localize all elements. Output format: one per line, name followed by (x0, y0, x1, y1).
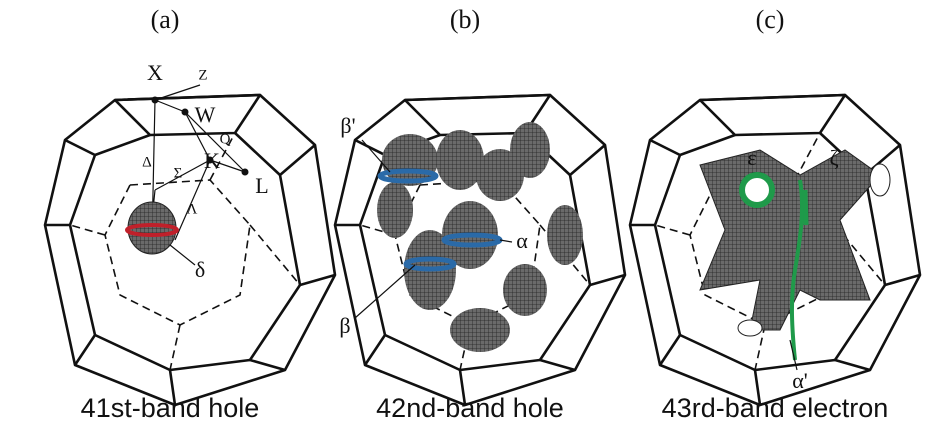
symbol-label: L (255, 173, 268, 198)
symbol-label: Z (198, 67, 207, 83)
symbol-label: ε (747, 145, 756, 170)
symbol-label: Δ (142, 154, 152, 170)
panel-c-surface (700, 150, 890, 370)
panel-caption: 41st-band hole (81, 393, 260, 423)
symbol-label: X (147, 60, 163, 85)
symbol-label: δ (195, 257, 205, 282)
panel-b-pockets (355, 122, 583, 352)
symbol-label: β' (340, 113, 355, 138)
panel-label: (c) (756, 5, 785, 34)
brillouin-zone (45, 95, 335, 405)
panel-a-paths (127, 85, 249, 265)
symbol-label: Q (220, 131, 231, 147)
symbol-label: Σ (174, 165, 183, 181)
panel-label: (a) (151, 5, 180, 34)
symbol-label: W (195, 102, 216, 127)
symbol-label: Λ (187, 201, 198, 217)
symbol-label: K (204, 148, 220, 173)
panel-caption: 42nd-band hole (376, 393, 564, 423)
panel-caption: 43rd-band electron (662, 393, 889, 423)
symbol-label: α' (792, 368, 808, 393)
figure: (a) 41st-band hole X Z WQK L Δ Σ Λδ (b) 42nd-band … (0, 0, 930, 432)
symbol-label: α (516, 228, 528, 253)
panel-label: (b) (450, 5, 480, 34)
symbol-label: ζ (829, 145, 838, 170)
symbol-label: β (339, 313, 350, 338)
